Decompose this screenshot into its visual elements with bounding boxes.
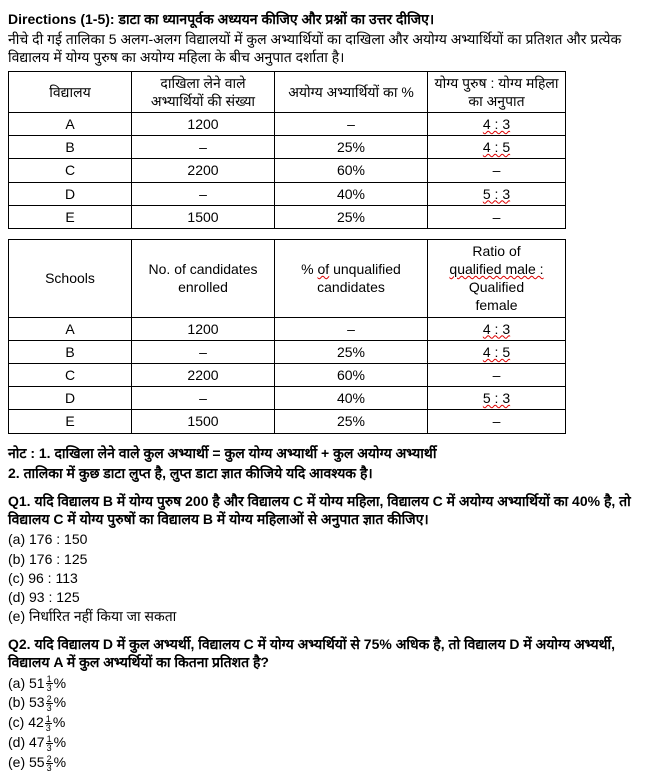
td: 5 : 3 [428,182,566,205]
td: 4 : 3 [428,112,566,135]
q2-opt-d: (d) 4713% [8,733,637,752]
table-hindi: विद्यालय दाखिला लेने वाले अभ्यार्थियों क… [8,71,566,229]
td: 1200 [132,317,275,340]
th-text: Qualified [469,279,524,295]
th-text: Ratio of [472,243,520,259]
fraction: 13 [45,715,52,732]
table-row-header: विद्यालय दाखिला लेने वाले अभ्यार्थियों क… [9,71,566,112]
table-row: D–40%5 : 3 [9,387,566,410]
td: 4 : 5 [428,340,566,363]
td: 4 : 5 [428,136,566,159]
q1-opt-b: (b) 176 : 125 [8,550,637,568]
table-row: C220060%– [9,364,566,387]
th-text: qualified male : [449,261,543,277]
th: % of unqualifiedcandidates [275,239,428,317]
td: – [428,205,566,228]
th: Schools [9,239,132,317]
td: 2200 [132,364,275,387]
question-2: Q2. यदि विद्यालय D में कुल अभ्यर्थी, विद… [8,635,637,771]
fraction: 13 [46,675,53,692]
th: योग्य पुरुष : योग्य महिला का अनुपात [428,71,566,112]
td: – [428,159,566,182]
td: 40% [275,182,428,205]
td: 4 : 3 [428,317,566,340]
td: – [132,182,275,205]
directions-label: Directions (1-5): [8,11,115,27]
q2-text: Q2. यदि विद्यालय D में कुल अभ्यर्थी, विद… [8,635,637,671]
td: 2200 [132,159,275,182]
table-row: A1200–4 : 3 [9,317,566,340]
table-row: A1200–4 : 3 [9,112,566,135]
th-text: % of unqualifiedcandidates [301,261,401,295]
table-row: D–40%5 : 3 [9,182,566,205]
q1-opt-d: (d) 93 : 125 [8,588,637,606]
td: 25% [275,340,428,363]
td: 25% [275,410,428,433]
q2-opt-e: (e) 5523% [8,753,637,772]
td: – [428,364,566,387]
table-row: E150025%– [9,410,566,433]
td: D [9,387,132,410]
td: A [9,112,132,135]
td: 25% [275,205,428,228]
td: 25% [275,136,428,159]
directions-text2: नीचे दी गई तालिका 5 अलग-अलग विद्यालयों म… [8,30,637,66]
td: C [9,159,132,182]
th: दाखिला लेने वाले अभ्यार्थियों की संख्या [132,71,275,112]
td: – [132,136,275,159]
q1-opt-e: (e) निर्धारित नहीं किया जा सकता [8,607,637,625]
td: – [132,387,275,410]
table-row: E150025%– [9,205,566,228]
td: C [9,364,132,387]
td: 1500 [132,205,275,228]
fraction: 13 [46,735,53,752]
th-text: female [475,297,517,313]
note-line2: 2. तालिका में कुछ डाटा लुप्त है, लुप्त ड… [8,464,637,482]
td: 40% [275,387,428,410]
td: E [9,410,132,433]
td: 5 : 3 [428,387,566,410]
td: B [9,136,132,159]
td: E [9,205,132,228]
th: No. of candidates enrolled [132,239,275,317]
td: – [428,410,566,433]
td: 60% [275,364,428,387]
td: 1200 [132,112,275,135]
q2-opt-b: (b) 5323% [8,693,637,712]
directions-text1: डाटा का ध्यानपूर्वक अध्ययन कीजिए और प्रश… [118,11,434,27]
q1-opt-a: (a) 176 : 150 [8,530,637,548]
th: विद्यालय [9,71,132,112]
td: D [9,182,132,205]
table-row: C220060%– [9,159,566,182]
td: – [275,317,428,340]
question-1: Q1. यदि विद्यालय B में योग्य पुरुष 200 ह… [8,492,637,625]
q2-opt-c: (c) 4213% [8,713,637,732]
q1-opt-c: (c) 96 : 113 [8,569,637,587]
q1-text: Q1. यदि विद्यालय B में योग्य पुरुष 200 ह… [8,492,637,528]
td: B [9,340,132,363]
fraction: 23 [46,695,53,712]
directions-heading: Directions (1-5): डाटा का ध्यानपूर्वक अध… [8,10,637,28]
q2-opt-a: (a) 5113% [8,674,637,693]
table-english: Schools No. of candidates enrolled % of … [8,239,566,434]
note-line1: नोट : 1. दाखिला लेने वाले कुल अभ्यार्थी … [8,444,637,462]
th: अयोग्य अभ्यार्थियों का % [275,71,428,112]
fraction: 23 [46,755,53,772]
th: Ratio of qualified male : Qualified fema… [428,239,566,317]
table-row: B–25%4 : 5 [9,340,566,363]
td: A [9,317,132,340]
td: 1500 [132,410,275,433]
table-row: B–25%4 : 5 [9,136,566,159]
table-row-header: Schools No. of candidates enrolled % of … [9,239,566,317]
td: – [132,340,275,363]
td: 60% [275,159,428,182]
td: – [275,112,428,135]
